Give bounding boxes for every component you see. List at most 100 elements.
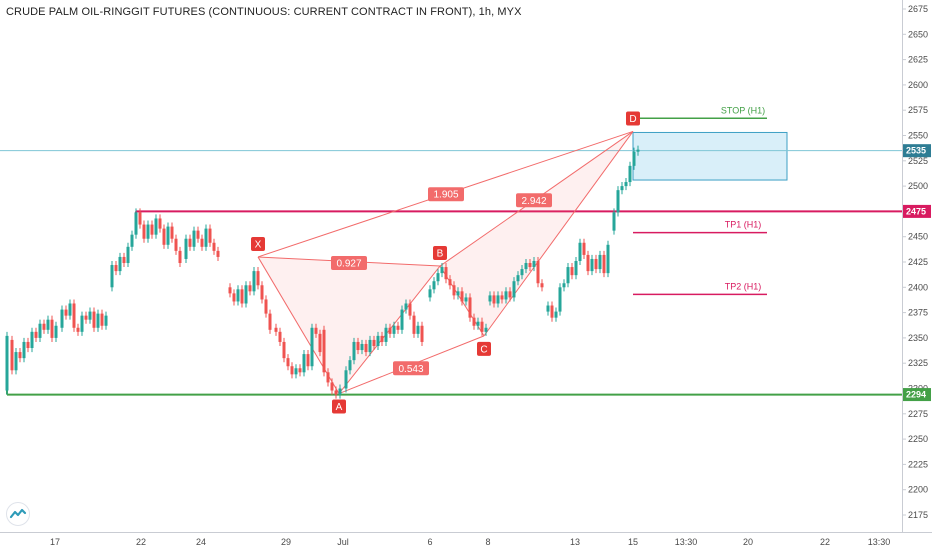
candle-body bbox=[240, 289, 244, 304]
tradingview-logo[interactable] bbox=[6, 502, 30, 526]
candle-body bbox=[436, 273, 440, 282]
candle-body bbox=[30, 331, 34, 349]
candle-body bbox=[368, 339, 372, 353]
candle-body bbox=[236, 289, 240, 302]
point-marker bbox=[626, 111, 640, 126]
candle-body bbox=[10, 339, 14, 371]
candle-body bbox=[496, 295, 500, 304]
candle-body bbox=[100, 313, 104, 326]
candle-body bbox=[54, 325, 58, 338]
candle-body bbox=[114, 265, 118, 272]
candle-body bbox=[558, 287, 562, 312]
candle-body bbox=[620, 186, 624, 191]
candle-body bbox=[268, 313, 272, 330]
candle-body bbox=[50, 319, 54, 338]
price-tick-label: 2650 bbox=[908, 29, 928, 39]
candle-body bbox=[570, 267, 574, 276]
candle-body bbox=[196, 230, 200, 239]
candle-body bbox=[636, 149, 640, 152]
ratio-label: 0.543 bbox=[398, 364, 423, 375]
candle-body bbox=[500, 295, 504, 300]
candle-body bbox=[468, 297, 472, 318]
candle-body bbox=[476, 321, 480, 326]
time-tick-label: 17 bbox=[50, 537, 60, 547]
candle-body bbox=[326, 372, 330, 383]
candles bbox=[5, 145, 640, 399]
ratio-label: 2.942 bbox=[521, 196, 546, 207]
candle-body bbox=[286, 358, 290, 367]
point-marker bbox=[332, 399, 346, 414]
candle-body bbox=[480, 321, 484, 332]
candle-body bbox=[356, 341, 360, 351]
candle-body bbox=[110, 265, 114, 288]
candle-body bbox=[274, 327, 278, 332]
candle-body bbox=[64, 309, 68, 316]
candle-body bbox=[528, 263, 532, 268]
candle-body bbox=[516, 275, 520, 282]
candle-body bbox=[264, 299, 268, 314]
price-tick-label: 2575 bbox=[908, 105, 928, 115]
candle-body bbox=[624, 182, 628, 187]
candle-body bbox=[104, 315, 108, 326]
pattern-bcd-fill bbox=[440, 131, 633, 336]
time-tick-label: 29 bbox=[281, 537, 291, 547]
candle-body bbox=[334, 390, 338, 395]
candle-body bbox=[150, 224, 154, 235]
candle-body bbox=[472, 317, 476, 326]
candle-body bbox=[34, 331, 38, 338]
candle-body bbox=[192, 230, 196, 247]
candle-body bbox=[228, 287, 232, 294]
price-tick-label: 2450 bbox=[908, 232, 928, 242]
price-tick-label: 2600 bbox=[908, 80, 928, 90]
ratio-box bbox=[428, 187, 464, 202]
resistance-tag-label: 2475 bbox=[906, 206, 926, 216]
candle-body bbox=[208, 228, 212, 243]
candle-body bbox=[204, 228, 208, 247]
candle-body bbox=[520, 269, 524, 276]
candle-body bbox=[290, 366, 294, 375]
candle-body bbox=[456, 291, 460, 296]
candle-body bbox=[5, 335, 9, 391]
candle-body bbox=[508, 291, 512, 298]
candle-body bbox=[244, 285, 248, 304]
candle-body bbox=[260, 285, 264, 300]
point-marker bbox=[251, 236, 265, 251]
candle-body bbox=[512, 281, 516, 298]
candle-body bbox=[248, 285, 252, 292]
point-label: C bbox=[480, 344, 487, 355]
candle-body bbox=[540, 283, 544, 288]
point-label: X bbox=[255, 239, 262, 250]
time-tick-label: 22 bbox=[820, 537, 830, 547]
candle-body bbox=[126, 246, 130, 264]
point-label: B bbox=[437, 249, 444, 260]
candle-body bbox=[122, 256, 126, 264]
candle-body bbox=[92, 311, 96, 328]
time-tick-label: 15 bbox=[628, 537, 638, 547]
candle-body bbox=[616, 190, 620, 213]
support-tag-box bbox=[903, 388, 931, 402]
candle-body bbox=[294, 368, 298, 375]
candle-body bbox=[348, 360, 352, 371]
candle-body bbox=[546, 305, 550, 312]
candle-body bbox=[118, 256, 122, 272]
price-tick-label: 2175 bbox=[908, 510, 928, 520]
last-price-tag-box bbox=[903, 144, 931, 158]
price-axis[interactable]: 2175220022252250227523002325235023752400… bbox=[902, 0, 932, 550]
price-tick-label: 2625 bbox=[908, 55, 928, 65]
candle-body bbox=[68, 303, 72, 316]
candle-body bbox=[38, 323, 42, 338]
candle-body bbox=[138, 212, 142, 225]
ratio-box bbox=[393, 361, 429, 376]
candle-body bbox=[606, 244, 610, 274]
price-tick-label: 2325 bbox=[908, 358, 928, 368]
candle-body bbox=[428, 289, 432, 298]
candle-body bbox=[306, 354, 310, 367]
time-tick-label: 20 bbox=[743, 537, 753, 547]
candle-body bbox=[440, 267, 444, 274]
time-axis[interactable]: 17 22 24 29 Jul 6 8 13 15 13:30 20 22 13:30 bbox=[0, 532, 932, 548]
level-label: STOP (H1) bbox=[721, 105, 765, 115]
candle-body bbox=[408, 303, 412, 316]
price-axis-bg bbox=[902, 0, 932, 550]
candle-body bbox=[134, 212, 138, 235]
